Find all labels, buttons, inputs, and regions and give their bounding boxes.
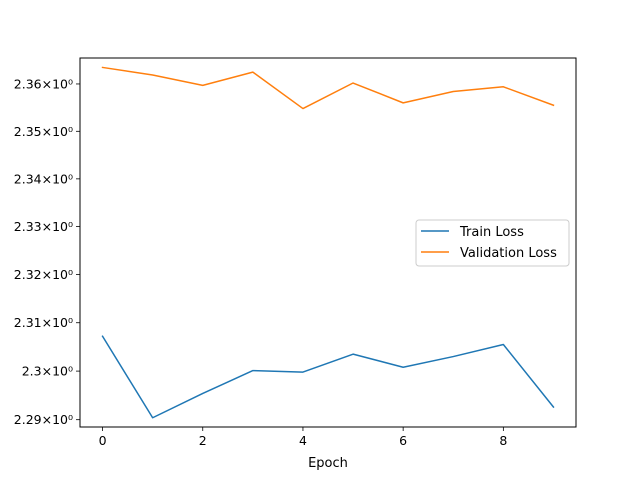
legend: Train Loss Validation Loss [415,219,570,267]
y-tick-label: 2.32×10⁰ [14,267,73,282]
series-line-validation-loss [101,66,555,110]
legend-box [415,219,570,267]
y-tick-label: 2.34×10⁰ [14,171,73,186]
legend-label-validation-loss: Validation Loss [460,246,557,261]
x-axis-label: Epoch [308,456,348,471]
y-tick-label: 2.31×10⁰ [14,315,73,330]
y-axis: 2.29×10⁰ 2.3×10⁰ 2.31×10⁰ 2.32×10⁰ 2.33×10⁰ 2… [14,76,80,427]
y-tick-label: 2.33×10⁰ [14,219,73,234]
series-layer [101,66,555,419]
x-tick-label: 4 [299,433,307,448]
y-tick-label: 2.29×10⁰ [14,412,73,427]
series-line-train-loss [101,335,555,419]
x-tick-label: 0 [99,433,107,448]
x-tick-label: 6 [399,433,407,448]
x-tick-label: 2 [199,433,207,448]
x-axis: 0 2 4 6 8 [99,427,507,448]
y-tick-label: 2.36×10⁰ [14,76,73,91]
x-tick-label: 8 [499,433,507,448]
y-tick-label: 2.3×10⁰ [22,364,73,379]
y-tick-label: 2.35×10⁰ [14,124,73,139]
plot-frame [79,57,577,428]
legend-label-train-loss: Train Loss [459,225,524,240]
